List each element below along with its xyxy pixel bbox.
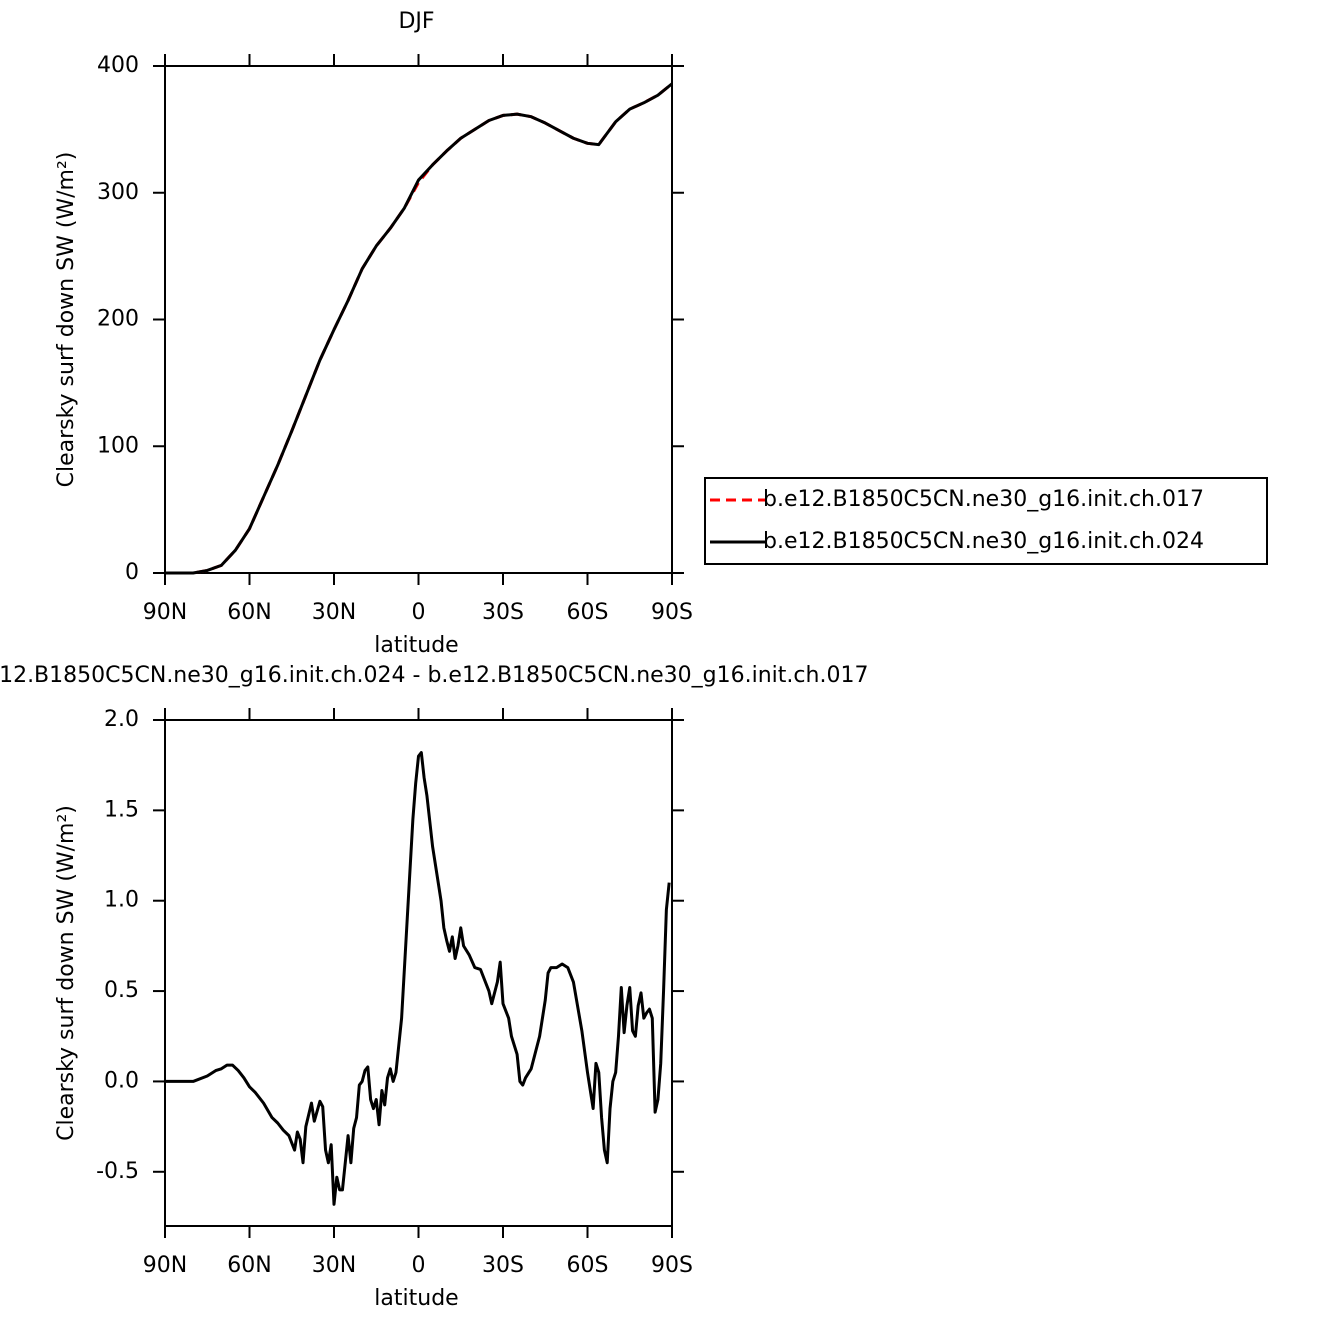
x-tick-label: 0 [412, 1253, 426, 1278]
plot-frame [164, 719, 673, 1227]
y-tick-label: 2.0 [104, 707, 139, 732]
x-tick-label: 30N [312, 600, 356, 625]
y-tick-label: 1.5 [104, 797, 139, 822]
chart-title: DJF [398, 9, 434, 34]
data-line [165, 751, 671, 1206]
legend-label: b.e12.B1850C5CN.ne30_g16.init.ch.017 [763, 487, 1204, 512]
plot-frame [164, 65, 673, 574]
data-line [165, 82, 673, 575]
y-tick-label: 100 [97, 433, 139, 458]
y-tick-label: 1.0 [104, 888, 139, 913]
y-tick-label: 0.5 [104, 978, 139, 1003]
x-tick-label: 60S [567, 600, 609, 625]
y-axis-label: Clearsky surf down SW (W/m²) [54, 152, 79, 488]
y-tick-label: 400 [97, 53, 139, 78]
x-tick-label: 60N [227, 1253, 271, 1278]
x-tick-label: 30S [482, 1253, 524, 1278]
x-tick-label: 90N [143, 600, 187, 625]
data-line [165, 82, 673, 575]
x-tick-label: 90S [651, 1253, 693, 1278]
y-tick-label: 0 [125, 560, 139, 585]
x-tick-label: 60S [567, 1253, 609, 1278]
y-tick-label: -0.5 [96, 1159, 139, 1184]
x-tick-label: 60N [227, 600, 271, 625]
y-tick-label: 0.0 [104, 1068, 139, 1093]
x-axis-label: latitude [374, 1286, 458, 1311]
legend-box [704, 477, 1268, 565]
y-tick-label: 300 [97, 180, 139, 205]
chart-title: b.e12.B1850C5CN.ne30_g16.init.ch.024 - b… [0, 663, 868, 688]
x-tick-label: 30S [482, 600, 524, 625]
legend-label: b.e12.B1850C5CN.ne30_g16.init.ch.024 [763, 529, 1204, 554]
x-axis-label: latitude [374, 633, 458, 658]
y-axis-label: Clearsky surf down SW (W/m²) [54, 805, 79, 1141]
x-tick-label: 90N [143, 1253, 187, 1278]
x-tick-label: 30N [312, 1253, 356, 1278]
y-tick-label: 200 [97, 307, 139, 332]
x-tick-label: 90S [651, 600, 693, 625]
x-tick-label: 0 [412, 600, 426, 625]
